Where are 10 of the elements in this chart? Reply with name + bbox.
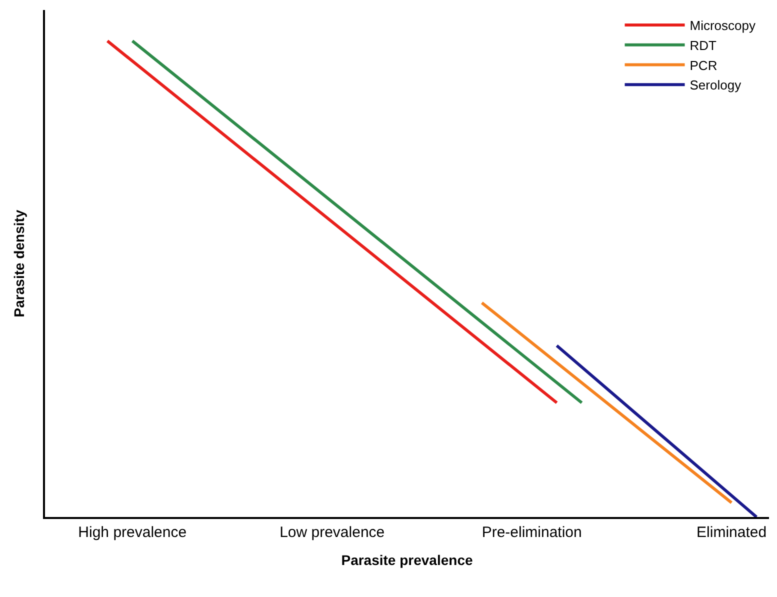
x-tick-label: Low prevalence — [280, 524, 385, 541]
legend-label: PCR — [690, 58, 718, 73]
y-axis-title: Parasite density — [11, 210, 28, 318]
x-tick-label: High prevalence — [78, 524, 187, 541]
legend-label: RDT — [690, 38, 717, 53]
x-axis-title: Parasite prevalence — [341, 552, 473, 568]
legend-label: Microscopy — [690, 18, 756, 34]
x-tick-label: Eliminated — [696, 524, 767, 541]
legend-label: Serology — [690, 78, 742, 93]
x-tick-label: Pre-elimination — [482, 524, 582, 541]
